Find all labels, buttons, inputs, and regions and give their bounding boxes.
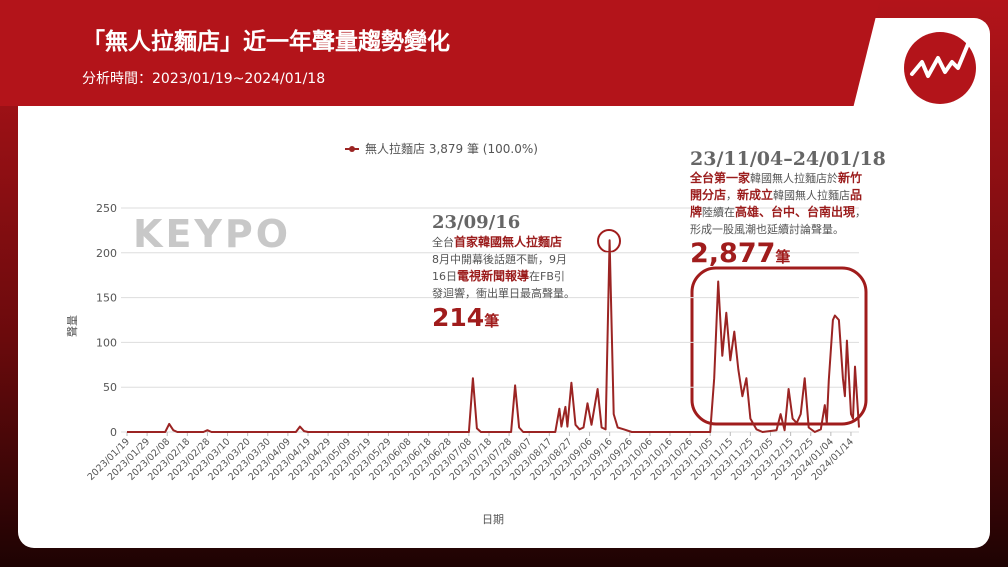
y-tick-label: 250 [96,202,117,215]
y-tick-label: 50 [103,381,117,394]
annotation-text: 全台第一家 [690,171,751,185]
title: 「無人拉麵店」近一年聲量趨勢變化 [82,29,450,55]
annotation-line: 開分店，新成立韓國無人拉麵店品 [690,187,886,204]
x-axis-label: 日期 [482,513,504,526]
annotation-line: 8月中開幕後話題不斷，9月 [432,251,575,268]
annotation-line: 16日電視新聞報導在FB引 [432,268,575,285]
annotation-text: 形成一股風潮也延續討論聲量。 [690,223,844,236]
legend-label: 無人拉麵店 3,879 筆 (100.0%) [365,141,538,156]
annotation-unit: 筆 [484,312,500,330]
annotation-text: 品 [850,188,863,202]
annotation-text: 16日 [432,270,457,283]
annotation: 23/09/16 全台首家韓國無人拉麵店 8月中開幕後話題不斷，9月 16日電視… [432,212,575,334]
annotation-text: 韓國無人拉麵店 [773,189,851,202]
annotation-text: 新成立 [737,188,774,202]
annotation-text: 發迴響，衝出單日最高聲量。 [432,287,575,300]
y-tick-label: 200 [96,247,117,260]
annotation-text: 牌 [690,205,703,219]
annotation-line: 發迴響，衝出單日最高聲量。 [432,285,575,302]
annotation: 23/11/04–24/01/18 全台第一家韓國無人拉麵店於新竹 開分店，新成… [690,148,886,270]
legend-swatch-dot [349,146,355,152]
annotation-line: 形成一股風潮也延續討論聲量。 [690,221,886,238]
annotation-line: 全台第一家韓國無人拉麵店於新竹 [690,170,886,187]
annotation-text: 8月中開幕後話題不斷，9月 [432,253,567,266]
annotation-line: 全台首家韓國無人拉麵店 [432,234,575,251]
annotation-text: ， [726,189,738,202]
annotation-text: 陸續在 [702,206,736,219]
annotation-text: 全台 [432,236,454,249]
annotation-count: 2,877 [690,238,776,269]
annotation-text: 首家韓國無人拉麵店 [454,235,563,249]
annotation-text: 韓國無人拉麵店於 [750,172,839,185]
annotation-count: 214 [432,303,485,332]
subtitle: 分析時間：2023/01/19~2024/01/18 [82,71,326,87]
annotation-text: 在FB引 [529,270,565,283]
annotation-date: 23/09/16 [432,212,521,233]
annotation-date: 23/11/04–24/01/18 [690,148,886,170]
y-tick-label: 0 [110,426,117,439]
annotation-text: 新竹 [838,171,863,185]
watermark: KEYPO [133,212,291,256]
y-tick-label: 100 [96,336,117,349]
line [127,239,860,433]
annotation-line: 牌陸續在高雄、台中、台南出現， [690,204,886,221]
y-tick-label: 150 [96,292,117,305]
annotation-text: 高雄、台中、台南出現 [735,205,856,219]
logo-mark [910,42,970,78]
annotation-text: ， [855,206,867,219]
header [0,0,880,106]
annotation-text: 電視新聞報導 [457,269,530,283]
annotation-text: 開分店 [690,188,727,202]
annotation-unit: 筆 [775,248,791,266]
y-axis-label: 聲量 [65,315,79,337]
card [18,18,990,548]
logo [904,32,976,104]
